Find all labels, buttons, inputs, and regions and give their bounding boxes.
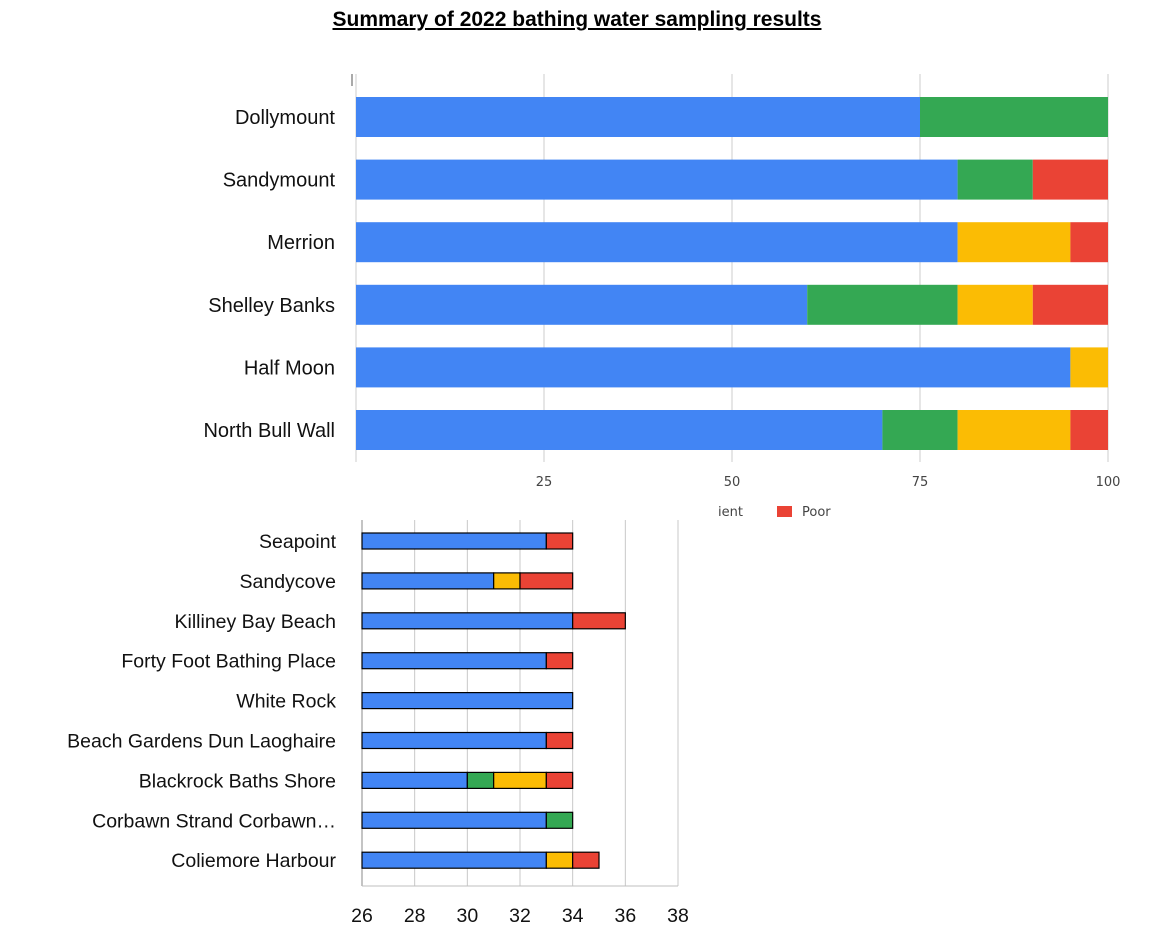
category-label: Killiney Bay Beach — [174, 611, 336, 633]
category-label: Half Moon — [244, 357, 335, 379]
category-label: Dollymount — [235, 107, 335, 129]
page-title: Summary of 2022 bathing water sampling r… — [332, 8, 822, 31]
bar-segment — [361, 532, 547, 550]
legend-label: ient — [718, 505, 743, 520]
category-label: Sandymount — [223, 170, 336, 192]
bar-segment — [361, 731, 547, 750]
bar-segment — [361, 652, 547, 670]
bar-segment — [493, 572, 521, 590]
bar-segment — [356, 97, 920, 137]
category-label: Corbawn Strand Corbawn… — [92, 810, 336, 832]
x-tick-label: 36 — [614, 905, 636, 927]
x-tick-label: 32 — [509, 905, 531, 927]
bar-segment — [356, 410, 883, 450]
category-label: Forty Foot Bathing Place — [121, 651, 336, 673]
bar-segment — [545, 811, 574, 829]
category-label: White Rock — [236, 691, 336, 713]
category-label: Blackrock Baths Shore — [139, 770, 336, 792]
bar-segment — [572, 851, 600, 869]
bar-segment — [545, 851, 574, 869]
bar-segment — [356, 347, 1071, 388]
bar-segment — [920, 97, 1108, 137]
bar-segment — [361, 811, 547, 829]
bar-segment — [361, 771, 468, 790]
bar-segment — [361, 572, 495, 590]
bar-segment — [1032, 284, 1108, 325]
category-label: Seapoint — [259, 531, 337, 553]
bar-segment — [356, 159, 958, 200]
x-tick-label: 50 — [724, 475, 741, 490]
x-tick-label: 28 — [404, 905, 426, 927]
x-tick-label: 38 — [667, 905, 689, 927]
bar-segment — [361, 691, 574, 710]
x-tick-label: 25 — [536, 475, 553, 490]
category-label: Sandycove — [240, 571, 336, 593]
bar-segment — [882, 410, 958, 450]
category-label: Beach Gardens Dun Laoghaire — [67, 731, 336, 753]
bar-segment — [545, 771, 574, 790]
bar-segment — [356, 284, 808, 325]
category-label: Shelley Banks — [208, 295, 335, 317]
bar-segment — [957, 222, 1071, 263]
x-tick-label: 30 — [456, 905, 478, 927]
bar-segment — [466, 771, 495, 790]
top-stacked-bar-chart: Dollymount Sandymount Merrion Shelley Banks… — [203, 74, 1121, 520]
x-tick-label: 26 — [351, 905, 373, 927]
x-tick-label: 34 — [562, 905, 584, 927]
bar-segment — [545, 652, 574, 670]
bar-segment — [361, 612, 574, 630]
bar-segment — [957, 284, 1033, 325]
bar-segment — [957, 410, 1071, 450]
bar-segment — [519, 572, 574, 590]
bar-segment — [1032, 159, 1108, 200]
bar-segment — [1070, 410, 1108, 450]
category-label: Coliemore Harbour — [171, 850, 336, 872]
bar-segment — [356, 222, 958, 263]
legend-swatch — [777, 506, 792, 517]
x-tick-label: 75 — [912, 475, 929, 490]
bar-segment — [1070, 347, 1108, 388]
category-label: Merrion — [267, 232, 335, 254]
bar-segment — [572, 612, 626, 630]
bar-segment — [957, 159, 1033, 200]
bar-segment — [361, 851, 547, 869]
bar-segment — [807, 284, 958, 325]
bar-segment — [493, 771, 547, 790]
bar-segment — [545, 731, 574, 750]
legend-label: Poor — [802, 505, 831, 520]
bar-segment — [1070, 222, 1108, 263]
x-tick-label: 100 — [1096, 475, 1121, 490]
bar-segment — [545, 532, 574, 550]
category-label: North Bull Wall — [203, 420, 335, 442]
